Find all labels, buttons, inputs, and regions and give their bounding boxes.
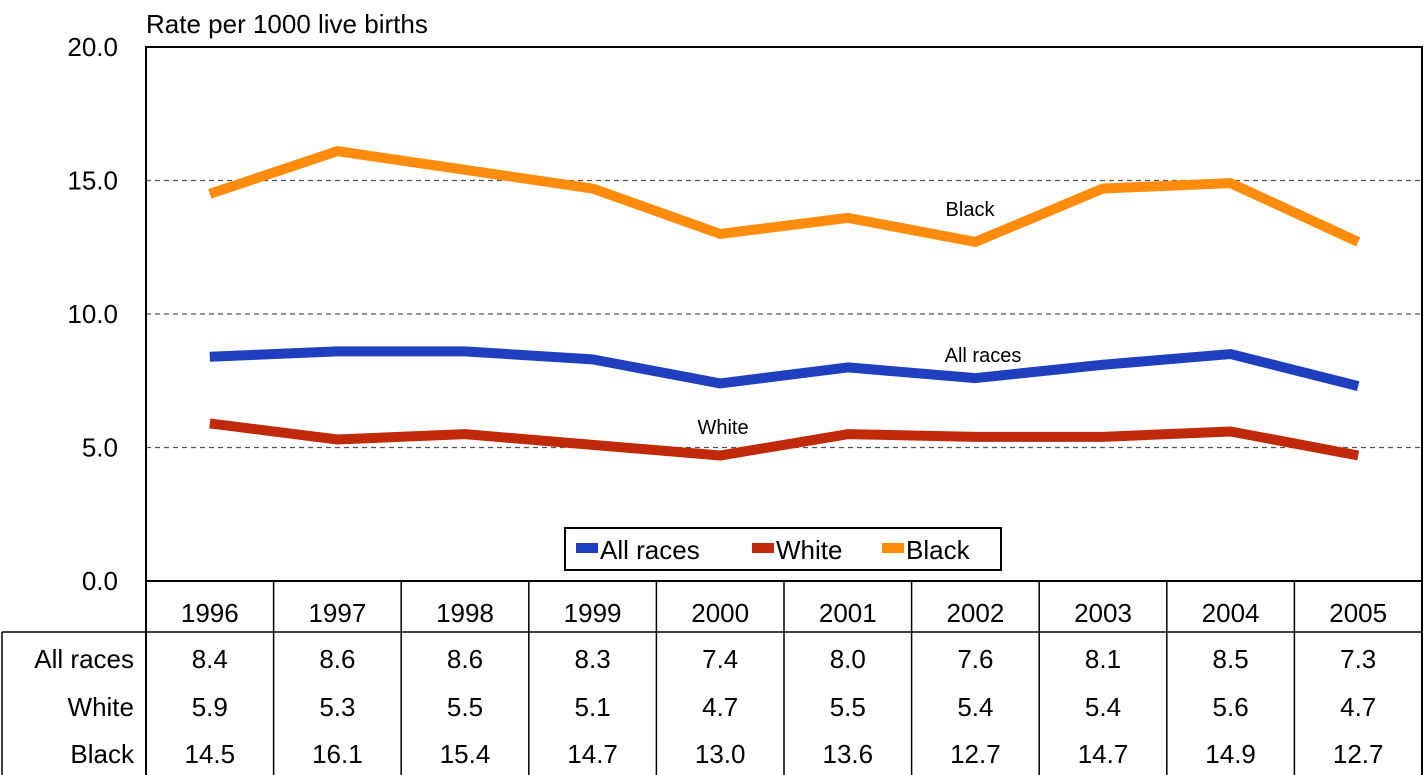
x-tick-label: 2002 bbox=[946, 598, 1004, 628]
table-row-header: Black bbox=[70, 739, 135, 769]
table-cell: 8.0 bbox=[830, 644, 866, 674]
x-tick-label: 2001 bbox=[819, 598, 877, 628]
legend-entry: Black bbox=[906, 535, 971, 565]
table-cell: 5.3 bbox=[319, 692, 355, 722]
series-inline-label: White bbox=[697, 417, 748, 439]
table-row-header: White bbox=[68, 692, 134, 722]
series-lines bbox=[208, 146, 1361, 461]
table-cell: 15.4 bbox=[440, 739, 491, 769]
table-cell: 16.1 bbox=[312, 739, 363, 769]
table-cell: 14.9 bbox=[1205, 739, 1256, 769]
y-tick-label: 5.0 bbox=[82, 433, 118, 463]
table-cell: 14.5 bbox=[184, 739, 235, 769]
table-cell: 13.6 bbox=[822, 739, 873, 769]
series-line-black bbox=[208, 146, 1361, 247]
legend-swatch bbox=[752, 543, 774, 553]
table-cell: 13.0 bbox=[695, 739, 746, 769]
y-tick-label: 20.0 bbox=[67, 32, 118, 62]
table-cell: 7.6 bbox=[957, 644, 993, 674]
series-line-all-races bbox=[209, 346, 1360, 391]
table-cell: 12.7 bbox=[950, 739, 1001, 769]
x-tick-label: 1999 bbox=[564, 598, 622, 628]
table-cell: 8.4 bbox=[192, 644, 228, 674]
table-cell: 4.7 bbox=[702, 692, 738, 722]
table-cell: 8.3 bbox=[575, 644, 611, 674]
legend-entry: All races bbox=[600, 535, 700, 565]
x-tick-label: 1998 bbox=[436, 598, 494, 628]
table-cell: 5.5 bbox=[830, 692, 866, 722]
y-axis-ticks: 0.0 5.0 10.0 15.0 20.0 bbox=[67, 32, 118, 596]
x-tick-label: 2004 bbox=[1202, 598, 1260, 628]
table-cell: 5.6 bbox=[1213, 692, 1249, 722]
legend-swatch bbox=[882, 543, 904, 553]
legend-box bbox=[564, 527, 1002, 571]
x-tick-label: 2005 bbox=[1329, 598, 1387, 628]
y-tick-label: 10.0 bbox=[67, 299, 118, 329]
x-tick-label: 1997 bbox=[308, 598, 366, 628]
x-tick-label: 1996 bbox=[181, 598, 239, 628]
y-tick-label: 0.0 bbox=[82, 566, 118, 596]
legend: All races White Black bbox=[564, 527, 1002, 571]
table-cell: 5.9 bbox=[192, 692, 228, 722]
table-cell: 8.6 bbox=[447, 644, 483, 674]
x-tick-label: 2003 bbox=[1074, 598, 1132, 628]
table-cell: 14.7 bbox=[567, 739, 618, 769]
table-cell: 8.5 bbox=[1213, 644, 1249, 674]
table-cell: 5.4 bbox=[1085, 692, 1121, 722]
y-tick-label: 15.0 bbox=[67, 166, 118, 196]
series-inline-label: Black bbox=[946, 199, 996, 221]
gridlines bbox=[146, 179, 1422, 449]
legend-swatch bbox=[576, 543, 598, 553]
series-line-white bbox=[209, 418, 1360, 461]
table-row-header: All races bbox=[34, 644, 134, 674]
table-cell: 7.4 bbox=[702, 644, 738, 674]
table-cell: 5.4 bbox=[957, 692, 993, 722]
table-cell: 7.3 bbox=[1340, 644, 1376, 674]
table-cell: 8.1 bbox=[1085, 644, 1121, 674]
table-cell: 8.6 bbox=[319, 644, 355, 674]
table-cell: 4.7 bbox=[1340, 692, 1376, 722]
table-cell: 14.7 bbox=[1078, 739, 1129, 769]
table-cell: 5.5 bbox=[447, 692, 483, 722]
y-axis-label: Rate per 1000 live births bbox=[146, 9, 428, 39]
x-tick-label: 2000 bbox=[691, 598, 749, 628]
table-cell: 12.7 bbox=[1333, 739, 1384, 769]
legend-entry: White bbox=[776, 535, 842, 565]
data-table: 1996 1997 1998 1999 2000 2001 2002 2003 2004 2005… bbox=[1, 581, 1423, 775]
table-cell: 5.1 bbox=[575, 692, 611, 722]
series-inline-labels: All races White Black bbox=[697, 199, 1021, 439]
series-inline-label: All races bbox=[945, 345, 1022, 367]
